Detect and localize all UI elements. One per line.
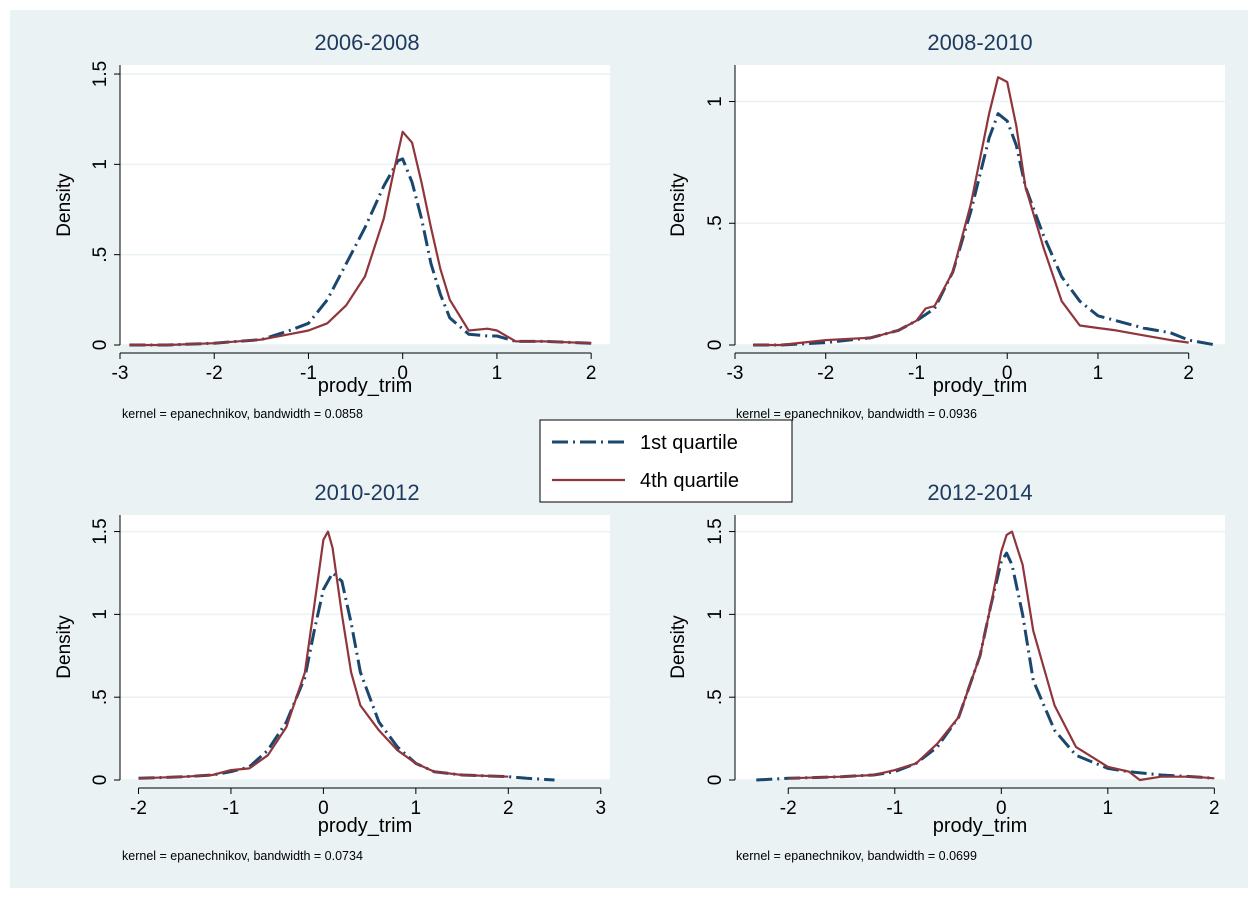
y-tick-label: 0 bbox=[90, 775, 111, 786]
y-tick-label: 0 bbox=[90, 340, 111, 351]
kernel-note: kernel = epanechnikov, bandwidth = 0.093… bbox=[736, 407, 977, 421]
x-tick-label: -2 bbox=[780, 798, 797, 819]
x-tick-label: 1 bbox=[1093, 363, 1104, 384]
x-tick-label: 1 bbox=[1103, 798, 1114, 819]
y-tick-label: .5 bbox=[705, 215, 726, 231]
panel-title: 2010-2012 bbox=[314, 480, 419, 505]
y-tick-label: 0 bbox=[705, 340, 726, 351]
panel-3: 0 .5 1 1.5 -2 -1 0 1 2 3 2010-2012 Density prody_tri… bbox=[54, 480, 610, 863]
series-line-4th-quartile bbox=[788, 530, 1215, 782]
x-axis-label: prody_trim bbox=[933, 375, 1027, 397]
x-tick-label: 0 bbox=[397, 363, 408, 384]
legend-label-4th-quartile: 4th quartile bbox=[640, 470, 739, 492]
panel-title: 2008-2010 bbox=[927, 30, 1032, 55]
panel-title: 2012-2014 bbox=[927, 480, 1032, 505]
y-axis-label: Density bbox=[54, 173, 75, 237]
panel-4: 0 .5 1 1.5 -2 -1 0 1 2 2012-2014 Density prody_trim… bbox=[668, 480, 1225, 863]
x-axis-label: prody_trim bbox=[318, 815, 412, 837]
plot-area bbox=[120, 515, 610, 780]
x-tick-label: 0 bbox=[996, 798, 1007, 819]
x-tick-label: -3 bbox=[112, 363, 129, 384]
y-tick-label: 1 bbox=[705, 96, 726, 107]
x-tick-label: -1 bbox=[222, 798, 239, 819]
x-tick-label: 2 bbox=[1209, 798, 1220, 819]
x-tick-label: 2 bbox=[1183, 363, 1194, 384]
y-tick-label: .5 bbox=[90, 247, 111, 263]
x-tick-label: -1 bbox=[908, 363, 925, 384]
x-axis-label: prody_trim bbox=[318, 375, 412, 397]
x-tick-label: -3 bbox=[727, 363, 744, 384]
x-tick-label: -1 bbox=[300, 363, 317, 384]
series-line-1st-quartile bbox=[753, 112, 1217, 347]
legend: 1st quartile 4th quartile bbox=[539, 419, 793, 503]
kernel-note: kernel = epanechnikov, bandwidth = 0.085… bbox=[122, 407, 363, 421]
plot-area bbox=[735, 515, 1225, 780]
panel-1: 0 .5 1 1.5 -3 -2 -1 0 1 2 2006-2008 Density prody_tr… bbox=[54, 30, 610, 421]
x-tick-label: -2 bbox=[130, 798, 147, 819]
x-tick-label: -1 bbox=[886, 798, 903, 819]
x-tick-label: 0 bbox=[318, 798, 329, 819]
x-tick-label: 1 bbox=[411, 798, 422, 819]
y-axis-label: Density bbox=[54, 615, 75, 679]
y-tick-label: 0 bbox=[705, 775, 726, 786]
y-axis-label: Density bbox=[668, 615, 689, 679]
legend-label-1st-quartile: 1st quartile bbox=[640, 432, 738, 454]
y-tick-label: 1 bbox=[90, 159, 111, 170]
x-tick-label: -2 bbox=[206, 363, 223, 384]
x-tick-label: -2 bbox=[817, 363, 834, 384]
panel-title: 2006-2008 bbox=[314, 30, 419, 55]
x-axis-label: prody_trim bbox=[933, 815, 1027, 837]
x-tick-label: 3 bbox=[595, 798, 606, 819]
x-tick-label: 2 bbox=[586, 363, 597, 384]
panel-2: 0 .5 1 -3 -2 -1 0 1 2 2008-2010 Density prody_trimk… bbox=[668, 30, 1225, 421]
y-tick-label: .5 bbox=[90, 689, 111, 705]
plot-area bbox=[120, 65, 610, 345]
kernel-note: kernel = epanechnikov, bandwidth = 0.073… bbox=[122, 849, 363, 863]
x-tick-label: 2 bbox=[503, 798, 514, 819]
y-tick-label: 1.5 bbox=[90, 518, 111, 544]
x-tick-label: 0 bbox=[1002, 363, 1013, 384]
y-tick-label: 1.5 bbox=[705, 518, 726, 544]
legend-box bbox=[539, 419, 793, 503]
y-tick-label: 1 bbox=[705, 609, 726, 620]
series-line-4th-quartile bbox=[129, 130, 592, 347]
y-tick-label: .5 bbox=[705, 689, 726, 705]
y-tick-label: 1.5 bbox=[90, 61, 111, 87]
plot-area bbox=[735, 65, 1225, 345]
y-tick-label: 1 bbox=[90, 609, 111, 620]
y-axis-label: Density bbox=[668, 173, 689, 237]
kernel-note: kernel = epanechnikov, bandwidth = 0.069… bbox=[736, 849, 977, 863]
series-line-4th-quartile bbox=[138, 530, 509, 780]
x-tick-label: 1 bbox=[492, 363, 503, 384]
series-line-1st-quartile bbox=[129, 157, 592, 347]
series-line-4th-quartile bbox=[753, 76, 1189, 347]
